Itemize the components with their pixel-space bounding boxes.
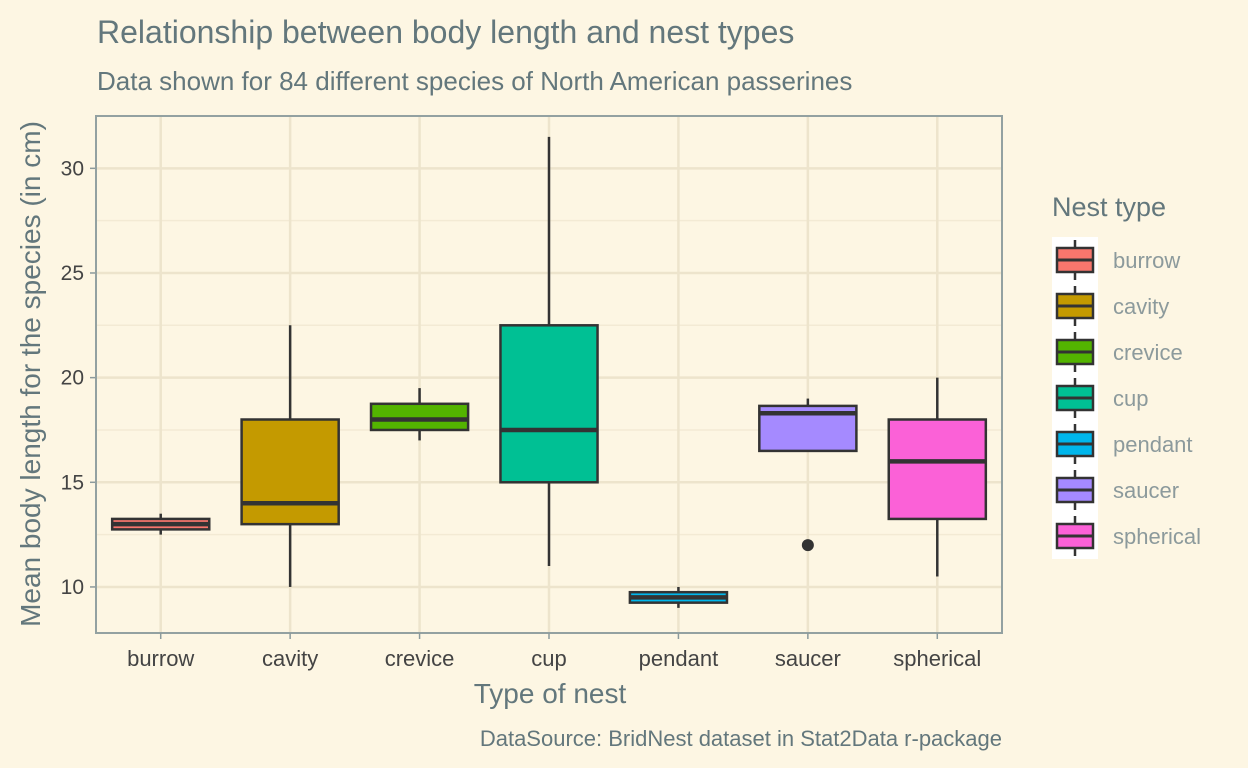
plot-panel: 10 15 20 25 30 burrow cavity crevice cup pendant s…	[61, 115, 1003, 671]
x-tick-label: saucer	[775, 646, 841, 671]
y-tick-label: 10	[61, 576, 84, 599]
y-axis-label: Mean body length for the species (in cm)	[15, 121, 46, 627]
legend-item-saucer: saucer	[1055, 470, 1179, 510]
y-tick-label: 20	[61, 367, 84, 390]
box-crevice	[369, 388, 470, 441]
box-spherical	[887, 377, 988, 577]
y-tick-label: 25	[61, 262, 84, 285]
y-tick-label: 15	[61, 471, 84, 494]
legend-item-burrow: burrow	[1055, 240, 1180, 280]
x-tick-label: burrow	[127, 646, 194, 671]
box-cavity	[240, 325, 340, 587]
y-tick-label: 30	[61, 157, 84, 180]
box-burrow	[110, 513, 211, 535]
legend-label: pendant	[1113, 432, 1193, 457]
x-tick-label: cavity	[262, 646, 318, 671]
legend-label: burrow	[1113, 248, 1180, 273]
chart-title: Relationship between body length and nes…	[97, 14, 794, 50]
legend-item-pendant: pendant	[1055, 424, 1193, 464]
x-tick-label: crevice	[385, 646, 455, 671]
legend-label: saucer	[1113, 478, 1179, 503]
legend-item-cavity: cavity	[1055, 286, 1169, 326]
legend-item-spherical: spherical	[1055, 516, 1201, 556]
x-tick-label: spherical	[893, 646, 981, 671]
chart-subtitle: Data shown for 84 different species of N…	[97, 66, 852, 96]
box-iqr	[499, 324, 599, 484]
x-tick-label: pendant	[639, 646, 719, 671]
legend-item-crevice: crevice	[1055, 332, 1183, 372]
legend-label: crevice	[1113, 340, 1183, 365]
box-iqr	[369, 402, 470, 432]
x-tick-label: cup	[531, 646, 566, 671]
x-axis-label: Type of nest	[474, 678, 627, 709]
box-iqr	[240, 418, 340, 526]
box-saucer	[758, 398, 858, 552]
legend-label: cavity	[1113, 294, 1169, 319]
legend: Nest type burrow cavity crevice cup pendant s…	[1052, 192, 1201, 559]
box-pendant	[628, 586, 729, 608]
legend-label: cup	[1113, 386, 1148, 411]
chart-caption: DataSource: BridNest dataset in Stat2Dat…	[480, 726, 1002, 751]
legend-title: Nest type	[1052, 192, 1166, 222]
outlier-point	[801, 539, 814, 552]
legend-item-cup: cup	[1055, 378, 1148, 418]
box-iqr	[887, 418, 988, 521]
legend-label: spherical	[1113, 524, 1201, 549]
box-cup	[499, 136, 599, 567]
